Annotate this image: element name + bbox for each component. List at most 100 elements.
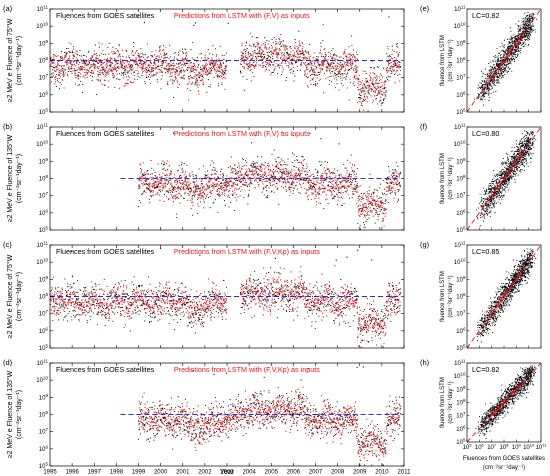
observed-point — [233, 210, 235, 212]
predicted-point — [360, 88, 362, 90]
observed-point — [90, 309, 92, 311]
predicted-point — [212, 186, 214, 188]
predicted-point — [258, 185, 260, 187]
observed-point — [270, 53, 272, 55]
observed-point — [169, 173, 171, 175]
predicted-point — [354, 78, 356, 80]
predicted-point — [235, 170, 237, 172]
observed-point — [149, 185, 151, 187]
predicted-point — [53, 306, 56, 308]
observed-point — [177, 51, 180, 53]
predicted-point — [122, 61, 124, 64]
observed-point — [395, 178, 397, 181]
predicted-point — [372, 80, 374, 82]
predicted-point — [369, 207, 372, 209]
observed-point — [392, 191, 394, 193]
predicted-point — [277, 57, 279, 59]
observed-point — [57, 286, 59, 289]
observed-point — [247, 185, 249, 188]
observed-point — [131, 66, 133, 69]
predicted-point — [360, 95, 362, 97]
predicted-point — [202, 65, 204, 67]
predicted-point — [66, 305, 68, 307]
predicted-point — [103, 67, 105, 69]
predicted-point — [275, 38, 277, 41]
predicted-point — [378, 201, 380, 203]
observed-point — [144, 81, 146, 83]
predicted-point — [263, 178, 265, 180]
observed-point — [265, 175, 267, 177]
predicted-point — [132, 81, 134, 83]
predicted-point — [332, 183, 334, 186]
observed-point — [357, 197, 359, 200]
observed-point — [57, 63, 59, 65]
predicted-point — [241, 55, 244, 57]
observed-point — [241, 158, 243, 160]
predicted-point — [366, 97, 369, 99]
predicted-point — [322, 176, 324, 178]
observed-point — [66, 294, 68, 296]
observed-point — [79, 80, 82, 83]
observed-point — [380, 209, 382, 211]
predicted-point — [360, 87, 362, 90]
observed-point — [240, 64, 242, 66]
observed-point — [314, 65, 316, 67]
observed-point — [299, 175, 301, 177]
observed-point — [319, 71, 321, 73]
predicted-point — [301, 48, 303, 50]
observed-point — [245, 52, 247, 54]
observed-point — [62, 72, 64, 74]
predicted-point — [196, 85, 198, 87]
observed-point — [264, 41, 266, 43]
predicted-point — [151, 67, 153, 69]
observed-point — [299, 56, 301, 58]
observed-point — [167, 72, 169, 74]
predicted-point — [210, 192, 213, 194]
observed-point — [173, 67, 175, 69]
predicted-point — [292, 187, 294, 189]
observed-point — [56, 69, 58, 71]
observed-point — [58, 307, 60, 309]
observed-point — [288, 173, 290, 175]
observed-point — [378, 76, 380, 78]
panel-letter: (a) — [3, 4, 13, 13]
predicted-point — [398, 189, 400, 191]
observed-point — [306, 192, 308, 194]
observed-point — [268, 187, 270, 189]
observed-point — [202, 186, 204, 188]
predicted-point — [386, 193, 388, 195]
observed-point — [186, 164, 188, 166]
predicted-point — [102, 68, 104, 71]
predicted-point — [347, 61, 349, 63]
observed-point — [334, 72, 336, 74]
observed-point — [54, 77, 56, 79]
predicted-point — [375, 202, 377, 204]
observed-point — [380, 204, 382, 206]
observed-point — [150, 159, 152, 161]
predicted-point — [180, 64, 182, 66]
observed-point — [146, 180, 148, 182]
predicted-point — [56, 67, 58, 69]
observed-point — [260, 165, 262, 167]
predicted-point — [300, 184, 302, 186]
predicted-point — [361, 80, 363, 82]
observed-point — [164, 68, 166, 70]
observed-point — [133, 71, 135, 73]
predicted-point — [168, 179, 170, 181]
observed-point — [214, 167, 216, 169]
observed-point — [371, 193, 373, 195]
predicted-point — [77, 59, 79, 61]
observed-point — [284, 49, 287, 51]
data-points — [49, 247, 402, 348]
observed-point — [269, 64, 271, 66]
observed-point — [340, 82, 342, 84]
observed-point — [210, 73, 212, 75]
predicted-point — [56, 312, 58, 314]
predicted-point — [156, 176, 158, 178]
observed-point — [209, 86, 211, 88]
predicted-point — [357, 200, 359, 202]
predicted-point — [247, 195, 249, 198]
predicted-point — [216, 183, 218, 185]
predicted-point — [168, 58, 170, 60]
observed-point — [354, 55, 356, 57]
